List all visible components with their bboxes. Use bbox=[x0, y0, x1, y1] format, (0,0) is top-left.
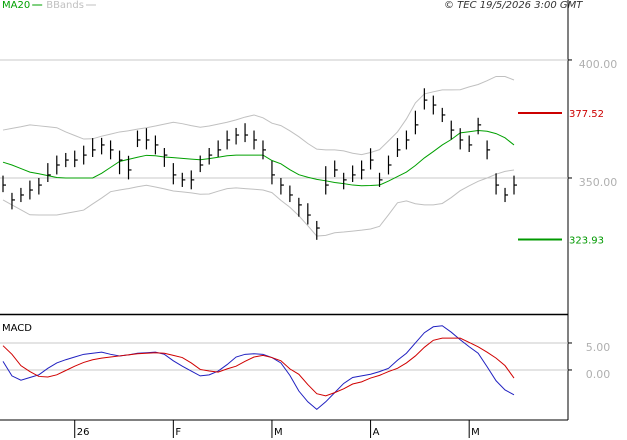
legend-label: BBands bbox=[46, 0, 84, 11]
macd-line bbox=[2, 325, 515, 411]
y-tick-label: 350.00 bbox=[579, 176, 618, 189]
source: © TEC 19/5/2026 3:00 GMT bbox=[444, 0, 583, 11]
x-tick-label: 26 bbox=[77, 427, 90, 438]
y-tick-label: 5.00 bbox=[586, 341, 611, 354]
panel-title: MACD bbox=[2, 323, 32, 334]
ma20-line bbox=[2, 130, 515, 187]
legend-label: MA20 bbox=[2, 0, 30, 11]
level-label: 323.93 bbox=[569, 236, 604, 247]
x-tick-label: M bbox=[471, 427, 480, 438]
macd-line bbox=[2, 337, 515, 397]
bband-lower bbox=[2, 169, 515, 237]
x-tick-label: A bbox=[373, 427, 380, 438]
level-label: 377.52 bbox=[569, 109, 604, 120]
x-tick-label: F bbox=[175, 427, 181, 438]
bband-upper bbox=[2, 75, 515, 156]
x-tick-label: M bbox=[274, 427, 283, 438]
y-tick-label: 0.00 bbox=[586, 368, 611, 381]
y-tick-label: 400.00 bbox=[579, 58, 618, 71]
